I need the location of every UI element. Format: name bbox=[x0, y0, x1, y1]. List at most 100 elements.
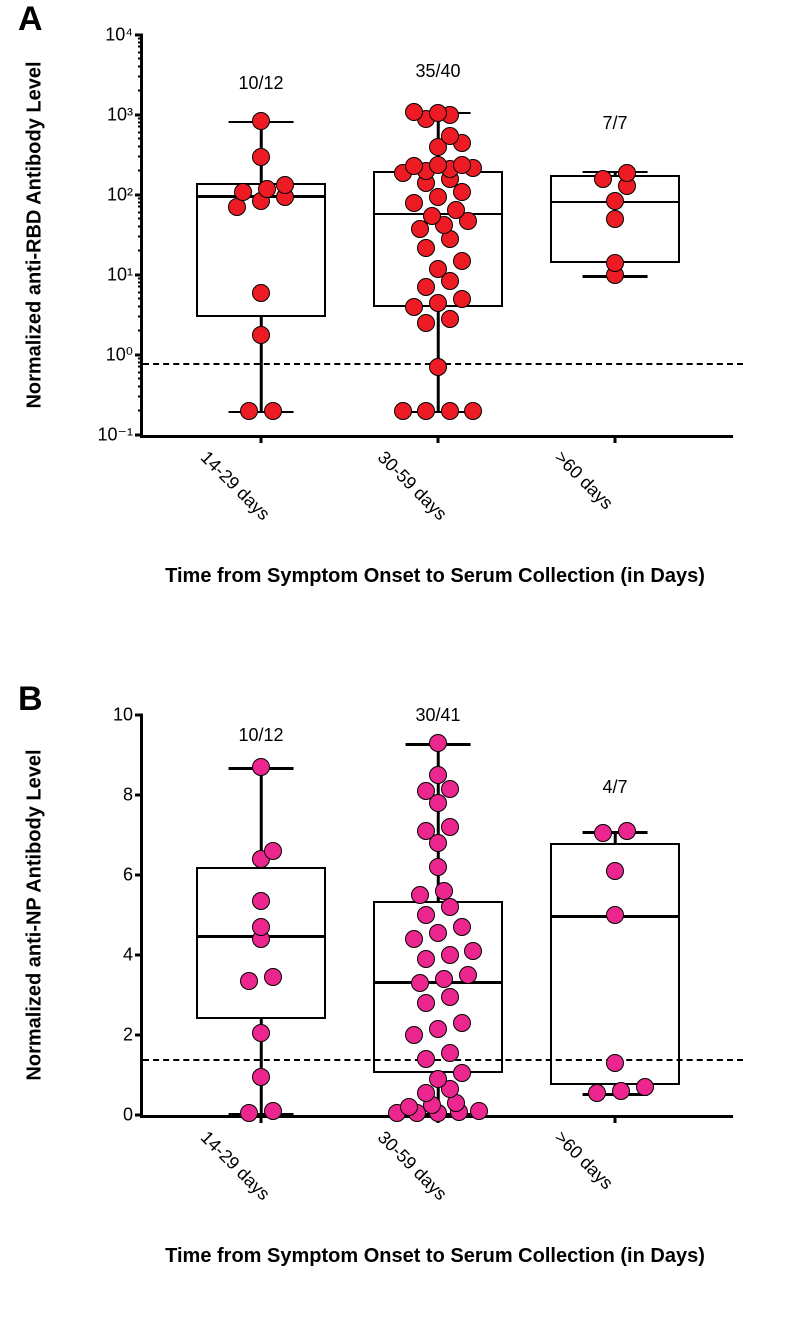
y-minor-tick bbox=[138, 409, 143, 411]
data-point bbox=[252, 148, 270, 166]
data-point bbox=[606, 254, 624, 272]
data-point bbox=[464, 942, 482, 960]
data-point bbox=[264, 842, 282, 860]
data-point bbox=[264, 402, 282, 420]
data-point bbox=[429, 104, 447, 122]
y-minor-tick bbox=[138, 218, 143, 220]
data-point bbox=[429, 188, 447, 206]
data-point bbox=[435, 970, 453, 988]
y-tick-label: 4 bbox=[123, 945, 143, 966]
y-minor-tick bbox=[138, 286, 143, 288]
x-tick-label: 30-59 days bbox=[373, 1127, 451, 1205]
y-tick-label: 10⁴ bbox=[105, 25, 143, 46]
data-point bbox=[252, 284, 270, 302]
y-minor-tick bbox=[138, 131, 143, 133]
data-point bbox=[441, 310, 459, 328]
data-point bbox=[464, 402, 482, 420]
data-point bbox=[447, 201, 465, 219]
data-point bbox=[606, 862, 624, 880]
count-label: 35/40 bbox=[415, 61, 460, 82]
y-tick-label: 10³ bbox=[107, 105, 143, 126]
data-point bbox=[441, 818, 459, 836]
data-point bbox=[618, 822, 636, 840]
count-label: 4/7 bbox=[602, 777, 627, 798]
data-point bbox=[636, 1078, 654, 1096]
x-tick-label: >60 days bbox=[550, 1127, 617, 1194]
data-point bbox=[240, 972, 258, 990]
data-point bbox=[423, 207, 441, 225]
data-point bbox=[258, 180, 276, 198]
data-point bbox=[417, 906, 435, 924]
data-point bbox=[594, 170, 612, 188]
data-point bbox=[453, 290, 471, 308]
data-point bbox=[405, 157, 423, 175]
y-minor-tick bbox=[138, 89, 143, 91]
y-minor-tick bbox=[138, 305, 143, 307]
data-point bbox=[435, 882, 453, 900]
y-minor-tick bbox=[138, 315, 143, 317]
data-point bbox=[411, 886, 429, 904]
data-point bbox=[588, 1084, 606, 1102]
data-point bbox=[405, 1026, 423, 1044]
data-point bbox=[453, 1014, 471, 1032]
data-point bbox=[405, 930, 423, 948]
y-label-a: Normalized anti-RBD Antibody Level bbox=[24, 61, 47, 408]
y-minor-tick bbox=[138, 75, 143, 77]
data-point bbox=[441, 898, 459, 916]
data-point bbox=[264, 968, 282, 986]
whisker-cap bbox=[229, 411, 294, 414]
x-tick-line bbox=[437, 435, 440, 443]
data-point bbox=[252, 1024, 270, 1042]
y-tick-label: 0 bbox=[123, 1105, 143, 1126]
data-point bbox=[429, 734, 447, 752]
data-point bbox=[228, 198, 246, 216]
y-minor-tick bbox=[138, 329, 143, 331]
data-point bbox=[441, 1044, 459, 1062]
y-minor-tick bbox=[138, 366, 143, 368]
data-point bbox=[417, 994, 435, 1012]
x-tick-line bbox=[614, 435, 617, 443]
data-point bbox=[612, 1082, 630, 1100]
data-point bbox=[417, 278, 435, 296]
data-point bbox=[240, 1104, 258, 1122]
data-point bbox=[429, 924, 447, 942]
data-point bbox=[417, 314, 435, 332]
y-minor-tick bbox=[138, 46, 143, 48]
data-point bbox=[618, 164, 636, 182]
y-label-b: Normalized anti-NP Antibody Level bbox=[24, 749, 47, 1080]
data-point bbox=[441, 127, 459, 145]
count-label: 10/12 bbox=[238, 725, 283, 746]
whisker-cap bbox=[583, 171, 648, 174]
x-tick-label: 30-59 days bbox=[373, 447, 451, 525]
data-point bbox=[441, 946, 459, 964]
data-point bbox=[252, 1068, 270, 1086]
data-point bbox=[429, 156, 447, 174]
data-point bbox=[252, 112, 270, 130]
y-tick-label: 2 bbox=[123, 1025, 143, 1046]
data-point bbox=[453, 252, 471, 270]
data-point bbox=[606, 192, 624, 210]
x-label-a: Time from Symptom Onset to Serum Collect… bbox=[165, 565, 705, 588]
y-tick-label: 10² bbox=[107, 185, 143, 206]
data-point bbox=[429, 766, 447, 784]
y-minor-tick bbox=[138, 378, 143, 380]
data-point bbox=[405, 298, 423, 316]
data-point bbox=[470, 1102, 488, 1120]
x-tick-line bbox=[260, 435, 263, 443]
y-minor-tick bbox=[138, 235, 143, 237]
data-point bbox=[441, 988, 459, 1006]
y-tick-label: 10 bbox=[113, 705, 143, 726]
data-point bbox=[417, 1050, 435, 1068]
data-point bbox=[411, 974, 429, 992]
y-minor-tick bbox=[138, 145, 143, 147]
y-minor-tick bbox=[138, 395, 143, 397]
count-label: 30/41 bbox=[415, 705, 460, 726]
y-minor-tick bbox=[138, 298, 143, 300]
data-point bbox=[276, 176, 294, 194]
data-point bbox=[417, 950, 435, 968]
data-point bbox=[606, 906, 624, 924]
y-minor-tick bbox=[138, 126, 143, 128]
y-minor-tick bbox=[138, 138, 143, 140]
y-minor-tick bbox=[138, 249, 143, 251]
data-point bbox=[405, 194, 423, 212]
